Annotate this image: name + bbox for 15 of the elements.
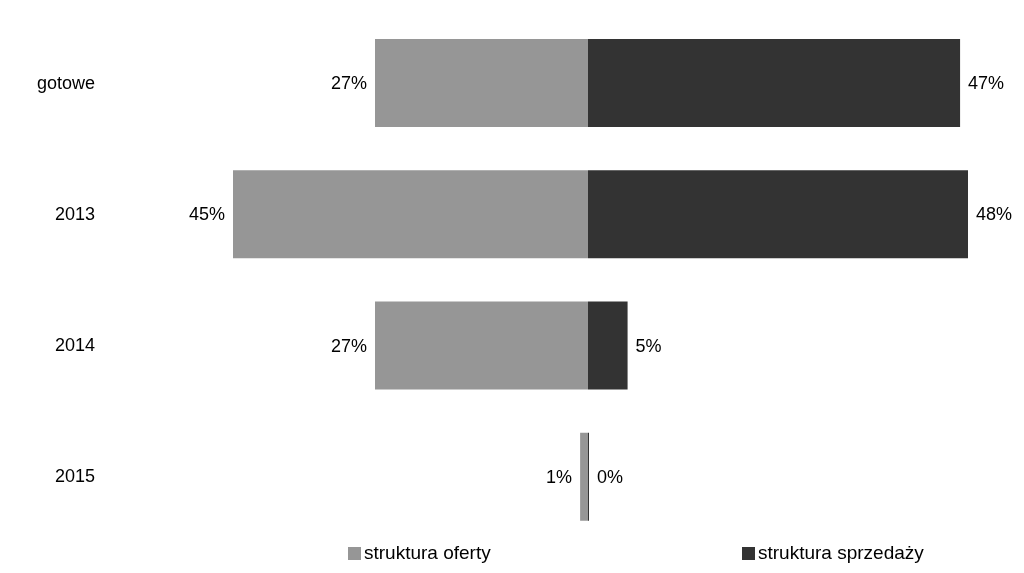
data-label: 0% xyxy=(597,466,624,487)
y-tick-label: 2013 xyxy=(54,203,95,224)
bar xyxy=(588,301,628,390)
data-label: 1% xyxy=(546,466,573,487)
legend-label: struktura oferty xyxy=(364,542,491,564)
y-tick-label: gotowe xyxy=(36,72,95,93)
data-label: 47% xyxy=(968,73,1005,93)
y-tick-label: 2015 xyxy=(54,466,95,487)
data-label: 45% xyxy=(188,204,225,225)
data-label: 48% xyxy=(976,204,1013,225)
y-tick-label: 2014 xyxy=(54,335,95,356)
data-label: 27% xyxy=(330,335,367,356)
legend-label: struktura sprzedaży xyxy=(758,542,924,564)
data-label: 27% xyxy=(330,73,367,93)
data-label: 5% xyxy=(635,335,662,356)
